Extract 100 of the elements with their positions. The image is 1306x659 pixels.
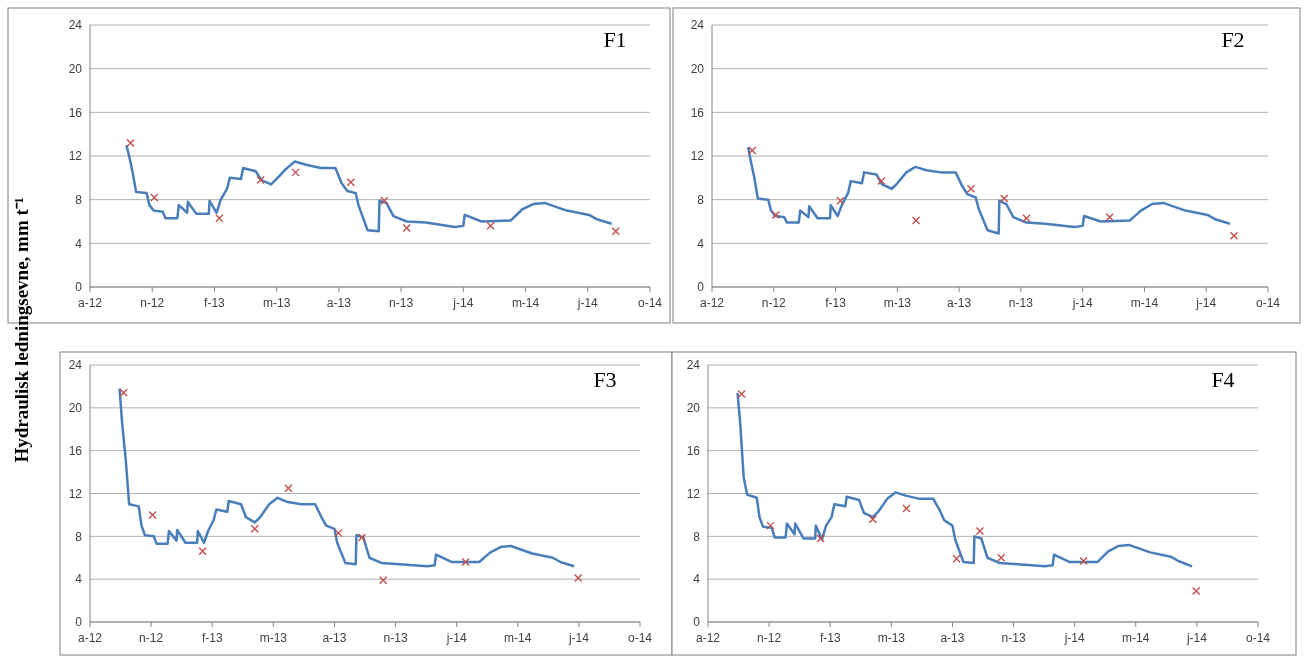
y-tick-label: 12 [690, 149, 705, 164]
point [836, 196, 845, 205]
line-series [746, 146, 1232, 235]
point [334, 528, 343, 538]
point [486, 221, 495, 231]
y-tick-label: 0 [75, 280, 83, 295]
point [966, 184, 976, 193]
y-tick-label: 24 [68, 358, 83, 373]
point [737, 389, 746, 399]
point [256, 175, 265, 185]
point [346, 178, 355, 187]
line-series [736, 391, 1194, 568]
point [291, 168, 300, 177]
y-tick-label: 12 [68, 486, 83, 501]
point [952, 554, 961, 564]
x-tick-label: m-13 [877, 631, 906, 645]
x-tick-label: f-13 [201, 631, 223, 645]
x-tick-label: m-14 [1122, 631, 1150, 645]
y-tick-label: 20 [68, 61, 83, 76]
y-axis-title: Hydraulisk ledningsevne, mm t⁻¹ [11, 197, 32, 463]
chart-title: F4 [1211, 367, 1235, 392]
x-tick-label: j-14 [576, 296, 599, 310]
y-tick-label: 8 [693, 529, 701, 544]
point [402, 223, 411, 233]
x-tick-label: m-14 [504, 631, 532, 645]
y-tick-label: 8 [697, 192, 705, 207]
x-tick-label: m-13 [259, 631, 288, 645]
point [379, 576, 388, 585]
x-tick-label: m-14 [511, 296, 540, 310]
y-tick-label: 12 [686, 486, 701, 501]
point [766, 521, 775, 530]
y-tick-label: 16 [690, 105, 705, 120]
x-tick-label: a-13 [322, 631, 347, 645]
point [997, 553, 1006, 562]
x-tick-label: o-14 [637, 296, 663, 310]
point [902, 504, 911, 513]
point [611, 227, 620, 236]
x-tick-label: a-13 [326, 296, 352, 310]
x-tick-label: n-12 [139, 631, 164, 645]
point [1000, 194, 1009, 203]
x-tick-label: j-14 [1071, 296, 1093, 310]
line-series [125, 143, 613, 233]
x-tick-label: j-14 [1195, 296, 1217, 310]
y-tick-label: 16 [68, 443, 83, 458]
point [250, 524, 259, 534]
point [150, 193, 159, 202]
x-tick-label: j-14 [567, 631, 590, 645]
y-tick-label: 16 [686, 443, 701, 458]
x-tick-label: m-14 [1130, 296, 1159, 310]
x-tick-label: n-13 [383, 631, 408, 645]
x-tick-label: j-14 [452, 296, 474, 310]
y-tick-label: 12 [68, 149, 83, 164]
x-tick-label: n-13 [389, 296, 414, 310]
line-series [118, 387, 576, 568]
y-tick-label: 16 [68, 105, 83, 120]
point [1105, 212, 1114, 222]
point [148, 510, 157, 520]
y-tick-label: 8 [75, 192, 83, 207]
y-tick-label: 0 [75, 615, 83, 630]
x-tick-label: n-13 [1001, 631, 1026, 645]
x-tick-label: a-12 [699, 296, 725, 310]
y-tick-label: 24 [690, 18, 705, 33]
point [1079, 556, 1088, 566]
x-tick-label: m-13 [262, 296, 291, 310]
y-tick-label: 0 [693, 615, 701, 630]
x-tick-label: m-13 [883, 296, 912, 310]
y-tick-label: 4 [75, 236, 83, 251]
y-tick-label: 4 [697, 236, 705, 251]
point [748, 146, 757, 155]
y-tick-label: 20 [68, 401, 83, 416]
x-tick-label: f-13 [204, 296, 226, 310]
x-tick-label: n-12 [761, 296, 787, 310]
x-tick-label: o-14 [627, 631, 653, 645]
y-tick-label: 4 [75, 572, 83, 587]
y-tick-label: 4 [693, 572, 701, 587]
point [126, 138, 135, 148]
point [1229, 231, 1239, 240]
y-tick-label: 8 [75, 529, 83, 544]
x-tick-label: n-13 [1008, 296, 1034, 310]
x-tick-label: a-13 [940, 631, 965, 645]
x-tick-label: a-12 [77, 296, 103, 310]
point [574, 573, 583, 583]
point [771, 210, 781, 220]
point [215, 214, 224, 223]
chart-title: F3 [593, 367, 617, 392]
y-tick-label: 24 [686, 358, 701, 373]
x-tick-label: j-14 [445, 631, 467, 645]
y-tick-label: 20 [686, 401, 701, 416]
x-tick-label: a-13 [947, 296, 972, 310]
x-tick-label: a-12 [77, 631, 103, 645]
x-tick-label: j-14 [1185, 631, 1208, 645]
point [816, 534, 825, 543]
chart-title: F1 [603, 27, 627, 52]
point [868, 515, 877, 524]
x-tick-label: j-14 [1063, 631, 1085, 645]
point [877, 176, 886, 186]
point [1192, 586, 1201, 596]
x-tick-label: n-12 [140, 296, 165, 310]
point [975, 526, 985, 536]
y-tick-label: 20 [690, 61, 705, 76]
